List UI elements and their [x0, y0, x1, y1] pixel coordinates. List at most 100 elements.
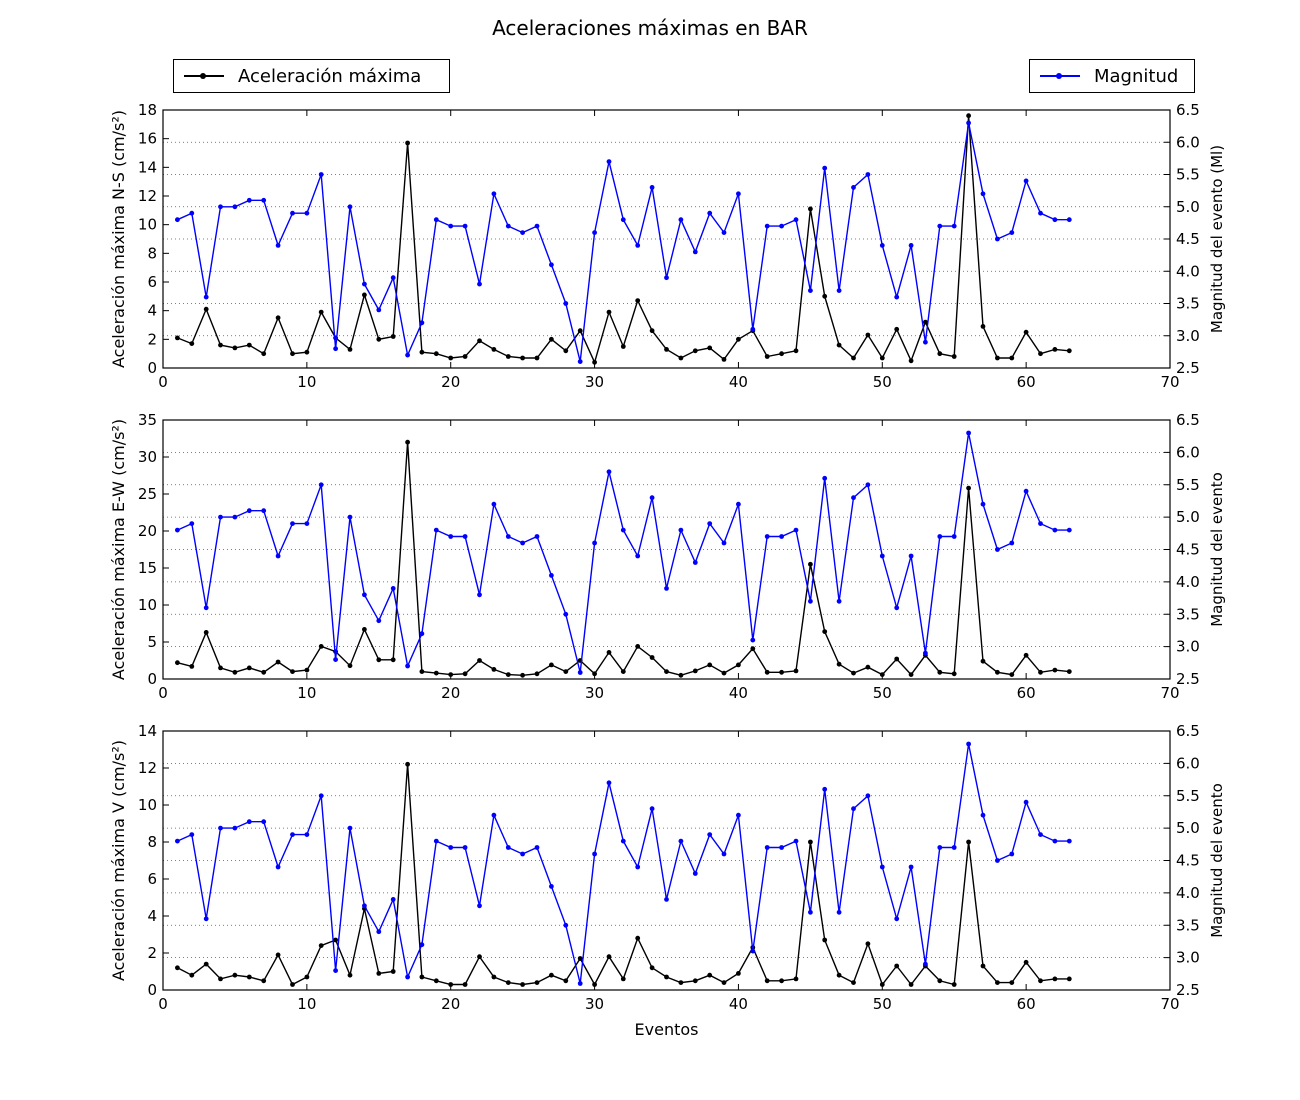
data-point-accel — [491, 974, 497, 980]
data-point-accel — [1066, 669, 1072, 674]
data-point-magnitude — [1009, 230, 1015, 236]
data-point-magnitude — [462, 534, 468, 539]
data-point-accel — [951, 982, 957, 987]
data-point-accel — [232, 972, 238, 978]
data-point-accel — [980, 963, 986, 969]
data-point-accel — [721, 980, 727, 985]
data-point-accel — [577, 956, 583, 961]
data-point-accel — [620, 344, 626, 349]
data-point-magnitude — [520, 230, 525, 236]
y-tick-label-left: 14 — [138, 722, 157, 740]
data-point-accel — [203, 630, 209, 635]
data-point-accel — [246, 342, 252, 348]
data-point-magnitude — [592, 851, 597, 857]
data-point-magnitude — [592, 540, 597, 546]
data-point-accel — [1023, 959, 1029, 965]
data-point-magnitude — [908, 243, 914, 248]
data-point-accel — [879, 355, 885, 361]
data-point-accel — [836, 342, 842, 348]
data-point-accel — [620, 669, 626, 674]
data-point-accel — [966, 113, 971, 119]
data-point-accel — [1038, 351, 1043, 357]
data-point-magnitude — [995, 858, 1000, 863]
data-point-magnitude — [318, 793, 324, 799]
data-point-magnitude — [261, 819, 267, 825]
data-point-accel — [175, 965, 180, 971]
y-tick-label-right: 4.0 — [1176, 884, 1200, 902]
data-point-accel — [347, 663, 353, 669]
data-point-magnitude — [736, 501, 741, 507]
data-point-accel — [304, 974, 310, 980]
data-point-accel — [1009, 355, 1015, 361]
data-point-accel — [246, 665, 252, 671]
data-point-magnitude — [534, 845, 540, 850]
y-tick-label-right: 4.5 — [1176, 230, 1200, 248]
y-tick-label-left: 16 — [138, 130, 157, 148]
data-point-magnitude — [1009, 540, 1015, 546]
data-point-accel — [448, 355, 454, 361]
data-point-magnitude — [793, 217, 799, 223]
data-point-magnitude — [1023, 178, 1029, 184]
data-point-magnitude — [376, 618, 382, 624]
data-point-magnitude — [275, 243, 281, 248]
data-point-accel — [261, 669, 267, 675]
data-point-magnitude — [577, 981, 583, 986]
data-point-accel — [520, 355, 525, 361]
data-point-accel — [534, 980, 540, 985]
data-point-magnitude — [462, 223, 468, 229]
data-point-accel — [1038, 978, 1043, 984]
data-point-magnitude — [419, 320, 425, 326]
data-point-magnitude — [304, 832, 310, 837]
y-tick-label-right: 4.5 — [1176, 541, 1200, 559]
data-point-accel — [520, 672, 525, 678]
data-point-accel — [664, 974, 669, 980]
x-tick-label: 10 — [297, 995, 316, 1013]
data-point-accel — [491, 667, 497, 672]
y-tick-label-right: 6.0 — [1176, 133, 1200, 151]
data-point-accel — [520, 982, 525, 987]
data-point-accel — [1038, 669, 1043, 675]
y-tick-label-left: 25 — [138, 485, 157, 503]
data-point-magnitude — [433, 527, 439, 533]
data-point-accel — [995, 355, 1000, 361]
legend-accel-swatch — [184, 70, 224, 82]
data-point-magnitude — [692, 249, 698, 255]
data-point-magnitude — [261, 197, 267, 203]
data-point-accel — [390, 334, 396, 339]
data-point-magnitude — [405, 352, 410, 358]
data-point-magnitude — [419, 942, 425, 948]
data-point-accel — [879, 672, 885, 677]
data-point-magnitude — [376, 929, 382, 935]
data-point-accel — [707, 345, 713, 351]
data-point-accel — [405, 761, 410, 767]
data-point-accel — [549, 662, 554, 668]
data-point-magnitude — [707, 832, 713, 837]
data-point-magnitude — [980, 191, 986, 197]
x-tick-label: 70 — [1160, 995, 1179, 1013]
data-point-accel — [779, 351, 784, 357]
data-point-magnitude — [1052, 217, 1058, 223]
plot-frame — [162, 419, 1171, 680]
y-tick-label-right: 4.5 — [1176, 852, 1200, 870]
data-point-accel — [750, 646, 756, 652]
data-point-accel — [318, 644, 324, 649]
y-tick-label-left: 5 — [147, 633, 157, 651]
data-point-accel — [1052, 976, 1058, 982]
y-tick-label-right: 3.5 — [1176, 295, 1200, 313]
chart-panel-2: 0 10 20 30 40 50 60 70 0 5 10 15 20 25 30 35 2.5 3.0 3.5 4.… — [109, 411, 1226, 702]
data-point-accel — [419, 349, 425, 355]
data-point-magnitude — [951, 534, 957, 539]
data-point-magnitude — [980, 812, 986, 818]
data-point-magnitude — [491, 191, 497, 197]
data-point-accel — [793, 668, 799, 674]
data-point-accel — [261, 978, 267, 984]
data-point-magnitude — [966, 741, 971, 747]
data-point-accel — [477, 658, 482, 663]
data-point-accel — [376, 971, 382, 976]
data-point-accel — [592, 982, 597, 987]
data-point-magnitude — [678, 217, 684, 223]
data-point-magnitude — [721, 540, 727, 546]
data-point-accel — [951, 671, 957, 677]
data-point-accel — [505, 672, 511, 677]
y-tick-label-left: 30 — [138, 448, 157, 466]
